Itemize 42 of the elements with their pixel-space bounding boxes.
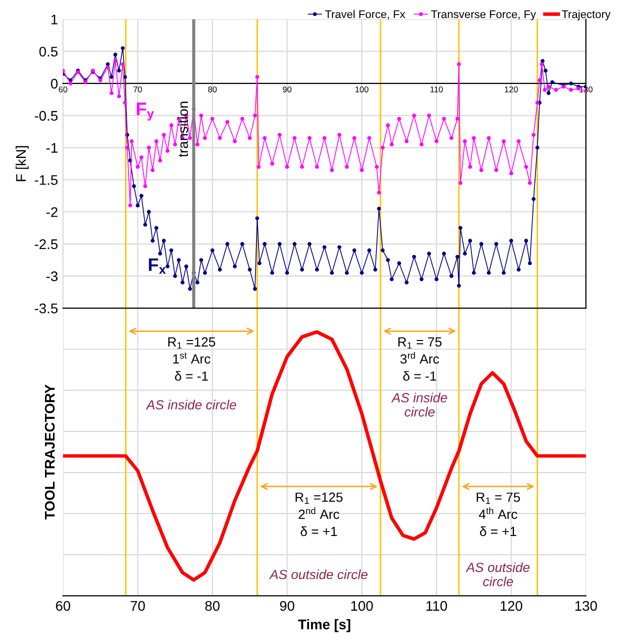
y-tick-label: -0.5 xyxy=(34,110,58,121)
y-tick-label: 0 xyxy=(50,78,58,89)
x-tick-label: 100 xyxy=(351,601,373,611)
y-axis-title: TOOL TRAJECTORY xyxy=(44,384,55,520)
annotation: AS outside circle xyxy=(466,562,530,586)
y-tick-label: -2 xyxy=(46,207,58,217)
x-tick-label: 120 xyxy=(500,601,522,611)
y-tick-label: -1.5 xyxy=(34,175,58,185)
annotation: AS inside circle xyxy=(391,392,448,417)
x-tick-label: 120 xyxy=(504,86,518,92)
y-tick-label: 0.5 xyxy=(39,46,58,57)
annotation: R$_{1}$ = 75 3$^{rd}$ Arc δ = -1 xyxy=(398,337,442,381)
x-tick-label: 70 xyxy=(133,86,142,92)
y-axis-title: F [kN] xyxy=(16,146,29,182)
annotation: R$_{1}$ = 75 4$^{th}$ Arc δ = +1 xyxy=(476,492,520,536)
annotation: R$_{1}$ =125 2$^{nd}$ Arc δ = +1 xyxy=(296,492,343,536)
legend-label: Transverse Force, Fy xyxy=(431,10,536,20)
legend-label: Travel Force, Fx xyxy=(325,10,406,20)
ref-line-label: transition xyxy=(178,102,188,158)
x-tick-label: 60 xyxy=(56,601,70,611)
y-tick-label: -2.5 xyxy=(34,239,58,250)
annotation: F$_{y}$ xyxy=(136,102,154,121)
annotation: R$_{1}$ =125 1$^{st}$ Arc δ = -1 xyxy=(168,337,216,381)
x-tick-label: 80 xyxy=(208,86,217,92)
y-tick-label: -3.5 xyxy=(34,303,58,314)
x-tick-label: 90 xyxy=(280,601,294,611)
y-tick-label: 1 xyxy=(51,14,58,24)
x-tick-label: 90 xyxy=(282,86,292,92)
x-tick-label: 60 xyxy=(58,86,68,92)
legend-label: Trajectory xyxy=(562,10,611,20)
x-axis-title: Time [s] xyxy=(298,619,350,632)
y-tick-label: -1 xyxy=(46,143,58,153)
annotation: AS inside circle xyxy=(146,400,236,410)
x-tick-label: 110 xyxy=(430,86,443,92)
annotation: AS outside circle xyxy=(269,569,368,580)
x-tick-label: 130 xyxy=(575,601,597,611)
x-tick-label: 100 xyxy=(355,86,368,92)
x-tick-label: 110 xyxy=(426,601,448,611)
x-tick-label: 80 xyxy=(205,601,220,611)
annotation: F$_{x}$ xyxy=(148,258,166,274)
x-tick-label: 70 xyxy=(130,601,145,611)
y-tick-label: -3 xyxy=(46,271,58,282)
